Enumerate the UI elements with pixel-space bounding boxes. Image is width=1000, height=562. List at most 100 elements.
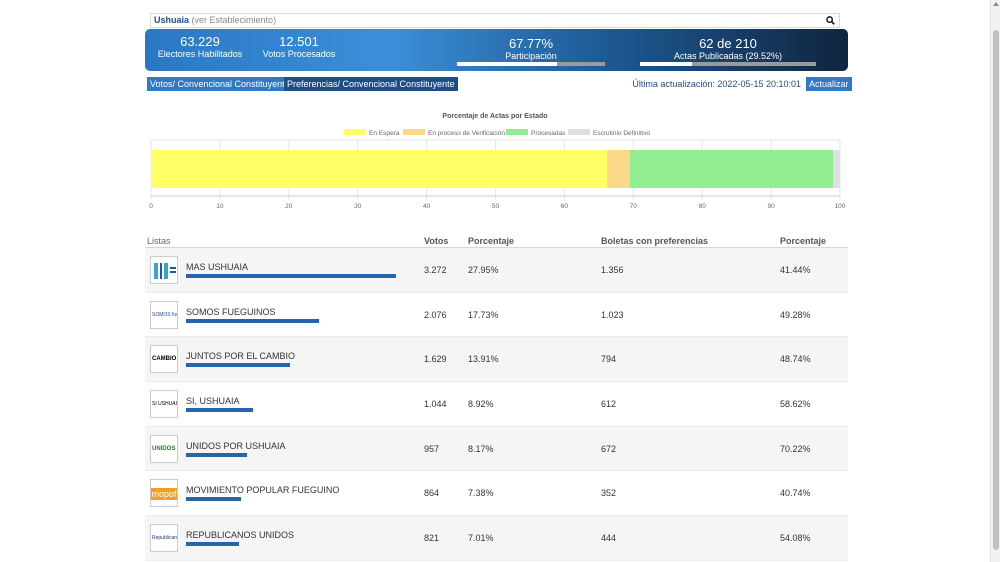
legend-swatch: [568, 129, 590, 135]
x-tick-label: 70: [630, 203, 638, 210]
bar-segment: [833, 150, 840, 188]
list-name: MOVIMIENTO POPULAR FUEGUINO: [186, 485, 340, 496]
table-row[interactable]: SI USHUAIA SI, USHUAIA 1.044 8.92% 612 58.62%: [145, 382, 848, 427]
percent-value: 27.95%: [468, 265, 499, 275]
republicanos-unidos-logo: Republicanos: [150, 524, 178, 553]
actas-stat: 62 de 210 Actas Publicadas (29.52%): [640, 36, 816, 62]
preference-ballots-value: 352: [601, 488, 617, 499]
vote-share-bar: [186, 408, 253, 413]
actas-progress-fill: [640, 62, 692, 66]
table-row[interactable]: MAS USHUAIA 3.272 27.95% 1.356 41.44%: [145, 248, 848, 293]
list-name: SI, USHUAIA: [186, 396, 240, 407]
preference-ballots-value: 1.356: [601, 265, 624, 275]
preference-percent-value: 70.22%: [780, 443, 811, 454]
x-tick-label: 0: [149, 203, 153, 210]
bar-segment: [607, 150, 630, 188]
x-tick-label: 40: [423, 203, 431, 210]
votos-label: Votos Procesados: [262, 49, 336, 59]
preference-ballots-value: 1.023: [601, 309, 624, 320]
search-icon[interactable]: [826, 16, 835, 25]
juntos-por-el-cambio-logo: CAMBIO: [150, 345, 178, 374]
x-tick-label: 80: [699, 203, 707, 210]
preference-percent-value: 58.62%: [780, 399, 811, 410]
participacion-progress-bar: [457, 62, 605, 66]
bar-segment: [629, 150, 834, 188]
x-tick-label: 50: [492, 203, 500, 210]
votes-value: 1.629: [424, 354, 447, 365]
legend-label: Escrutinio Definitivo: [593, 130, 650, 137]
votes-value: 1.044: [424, 399, 447, 410]
votes-value: 864: [424, 488, 440, 499]
bar-segment: [151, 150, 608, 188]
vote-share-bar: [186, 318, 319, 323]
electores-value: 63.229: [180, 34, 220, 49]
refresh-button[interactable]: Actualizar: [806, 77, 852, 91]
percent-value: 7.38%: [468, 488, 494, 499]
preference-ballots-value: 612: [601, 399, 617, 410]
preference-percent-value: 41.44%: [780, 265, 811, 275]
table-row[interactable]: UNIDOS UNIDOS POR USHUAIA 957 8.17% 672 70.22…: [145, 426, 848, 472]
vertical-scrollbar[interactable]: [990, 0, 1000, 562]
list-name: UNIDOS POR USHUAIA: [186, 440, 286, 451]
table-row[interactable]: SOMOS fueguinos SOMOS FUEGUINOS 2.076 17.73…: [145, 293, 848, 338]
tab-preferencias-convencional[interactable]: Preferencias/ Convencional Constituyente: [284, 77, 458, 91]
actas-status-chart: Porcentaje de Actas por Estado En Espera E…: [149, 113, 846, 210]
votos-value: 12.501: [279, 34, 319, 49]
vote-share-bar: [186, 274, 396, 278]
header-boletas: Boletas con preferencias: [601, 236, 709, 246]
x-tick-label: 30: [354, 203, 362, 210]
preference-percent-value: 40.74%: [780, 488, 811, 499]
actas-label: Actas Publicadas (29.52%): [673, 51, 783, 61]
electores-label: Electores Habilitados: [157, 49, 243, 59]
vote-share-bar: [186, 452, 248, 457]
logo-lettering: Republicanos: [152, 535, 178, 542]
table-row[interactable]: mopof MOVIMIENTO POPULAR FUEGUINO 864 7.38%…: [145, 471, 848, 517]
preference-percent-value: 54.08%: [780, 533, 811, 544]
mas-ushuaia-logo: [150, 256, 178, 284]
vote-share-bar: [186, 363, 291, 368]
table-row[interactable]: Republicanos REPUBLICANOS UNIDOS 821 7.01% 4…: [145, 516, 848, 561]
vote-share-bar: [186, 497, 242, 502]
somos-fueguinos-logo: SOMOS fueguinos: [150, 300, 178, 329]
preference-ballots-value: 794: [601, 354, 617, 365]
table-body: MAS USHUAIA 3.272 27.95% 1.356 41.44% SOMOS f…: [145, 248, 848, 561]
logo-lettering: SI USHUAIA: [152, 401, 178, 408]
legend-swatch: [506, 129, 528, 135]
last-update-text: Última actualización: 2022-05-15 20:10:0…: [632, 79, 801, 89]
establishment-search-input[interactable]: Ushuaia (ver Establecimiento): [150, 13, 840, 28]
legend-swatch: [344, 129, 366, 135]
votes-value: 2.076: [424, 309, 447, 320]
preference-ballots-value: 444: [601, 533, 617, 544]
mopof-logo: mopof: [150, 479, 178, 508]
logo-lettering: mopof: [151, 488, 177, 501]
x-tick-label: 20: [285, 203, 293, 210]
legend-swatch: [403, 129, 425, 135]
legend-label: Procesadas: [531, 130, 566, 137]
list-name: SOMOS FUEGUINOS: [186, 306, 276, 317]
participacion-label: Participación: [505, 51, 557, 61]
tab-votos-convencional[interactable]: Votos/ Convencional Constituyente: [147, 77, 293, 91]
actas-value: 62 de 210: [699, 36, 757, 51]
table-header: Listas Votos Porcentaje Boletas con pref…: [145, 234, 848, 248]
scroll-up-arrow-icon[interactable]: [993, 2, 999, 6]
votos-stat: 12.501 Votos Procesados: [258, 34, 340, 60]
preference-percent-value: 49.28%: [780, 309, 811, 320]
table-row[interactable]: CAMBIO JUNTOS POR EL CAMBIO 1.629 13.91% 794…: [145, 337, 848, 383]
percent-value: 8.92%: [468, 399, 494, 410]
vote-share-bar: [186, 542, 239, 547]
percent-value: 8.17%: [468, 443, 494, 454]
percent-value: 13.91%: [468, 354, 499, 365]
x-tick-label: 100: [835, 203, 846, 210]
x-tick-label: 60: [561, 203, 569, 210]
unidos-por-ushuaia-logo: UNIDOS: [150, 434, 178, 463]
search-place-text: Ushuaia: [154, 15, 190, 25]
preference-percent-value: 48.74%: [780, 354, 811, 365]
participacion-value: 67.77%: [508, 36, 554, 51]
results-table: Listas Votos Porcentaje Boletas con pref…: [145, 234, 848, 561]
summary-banner: 63.229 Electores Habilitados 12.501 Voto…: [145, 29, 848, 71]
scrollbar-thumb[interactable]: [993, 30, 999, 550]
x-tick-label: 10: [216, 203, 224, 210]
preference-ballots-value: 672: [601, 443, 617, 454]
header-porcentaje-preferencias: Porcentaje: [780, 236, 827, 246]
